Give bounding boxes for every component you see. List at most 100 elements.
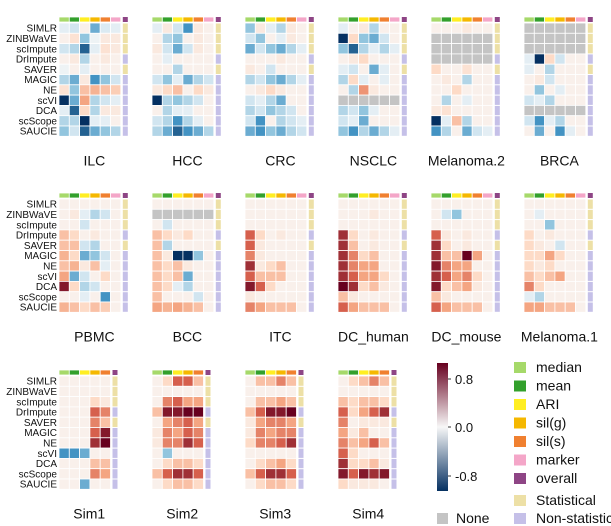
heatmap-cell <box>471 32 483 44</box>
metric-header-mean <box>533 16 545 23</box>
row-label: SAVER <box>24 241 57 252</box>
heatmap-cell <box>275 63 287 75</box>
panel-HCC: HCC <box>151 16 221 168</box>
metric-header-marker <box>482 192 494 199</box>
heatmap-cell <box>58 198 70 210</box>
heatmap-cell <box>564 280 576 293</box>
heatmap-cell <box>575 229 587 241</box>
heatmap-cell <box>440 270 452 282</box>
legend: median mean ARI sil(g) sil(s) marker overall St… <box>514 359 611 526</box>
heatmap-cell <box>151 219 163 231</box>
heatmap-cell <box>161 260 174 272</box>
heatmap-cell <box>533 43 545 55</box>
category-strip-cell <box>112 407 118 417</box>
heatmap-cell <box>182 115 194 127</box>
heatmap-cell <box>244 74 256 86</box>
heatmap-cell <box>79 457 91 470</box>
heatmap-cell <box>533 250 545 262</box>
row-label: NE <box>43 438 57 449</box>
category-strip-cell <box>494 220 500 230</box>
heatmap-cell <box>337 427 349 439</box>
heatmap-cell <box>523 22 535 34</box>
heatmap-cell <box>451 208 463 221</box>
heatmap-cell <box>285 478 297 490</box>
heatmap-cell <box>58 260 70 272</box>
heatmap-cell <box>285 427 297 439</box>
heatmap-cell <box>296 94 308 106</box>
heatmap-cell <box>523 74 535 86</box>
category-strip-cell <box>587 64 593 74</box>
heatmap-cell <box>575 43 587 55</box>
heatmap-cell <box>461 198 473 210</box>
heatmap-cell <box>337 270 349 282</box>
metric-header-sil(s) <box>471 16 483 23</box>
heatmap-cell <box>430 301 442 313</box>
heatmap-cell <box>68 260 81 272</box>
heatmap-cell <box>368 125 380 137</box>
heatmap-cell <box>254 375 267 387</box>
row-label: DCA <box>36 282 57 293</box>
metric-header-ARI <box>79 16 91 23</box>
heatmap-cell <box>172 219 184 231</box>
metric-header-median <box>337 369 349 376</box>
heatmap-cell <box>575 301 587 313</box>
heatmap-cell <box>182 457 194 470</box>
heatmap-cell <box>58 74 70 86</box>
heatmap-cell <box>554 105 566 117</box>
heatmap-cell <box>79 32 91 44</box>
heatmap-cell <box>275 385 287 397</box>
heatmap-cell <box>275 229 287 241</box>
heatmap-cell <box>451 125 463 137</box>
heatmap-cell <box>275 22 287 34</box>
category-strip-cell <box>587 33 593 44</box>
heatmap-cell <box>265 53 277 65</box>
heatmap-cell <box>151 416 163 428</box>
heatmap-cell <box>192 437 204 449</box>
heatmap-cell <box>482 239 494 251</box>
heatmap-cell <box>151 375 163 387</box>
heatmap-cell <box>58 468 70 480</box>
heatmap-cell <box>358 32 370 44</box>
heatmap-cell <box>68 84 81 96</box>
category-strip-cell <box>401 75 407 85</box>
category-strip-cell <box>391 458 397 469</box>
heatmap-cell <box>89 250 101 262</box>
heatmap-cell <box>523 94 535 106</box>
heatmap-cell <box>192 427 204 439</box>
heatmap-cell <box>358 270 370 282</box>
heatmap-cell <box>161 94 174 106</box>
row-label: MAGIC <box>24 428 57 439</box>
heatmap-cell <box>440 74 452 86</box>
heatmap-cell <box>378 74 390 86</box>
heatmap-cell <box>378 396 390 408</box>
heatmap-cell <box>544 301 556 313</box>
heatmap-cell <box>347 375 359 387</box>
heatmap-cell <box>244 94 256 106</box>
heatmap-cell <box>254 385 267 397</box>
heatmap-cell <box>99 437 111 449</box>
category-strip-cell <box>112 479 118 489</box>
panel-title: Melanoma.1 <box>521 328 598 344</box>
metric-header-sil(s) <box>99 192 111 199</box>
panel-title: Sim2 <box>166 505 198 521</box>
panel-DC_human: DC_human <box>337 192 409 344</box>
category-strip-cell <box>298 397 304 407</box>
category-strip-cell <box>122 261 128 271</box>
category-strip-cell <box>401 95 407 105</box>
heatmap-cell <box>110 208 122 221</box>
heatmap-cell <box>482 270 494 282</box>
heatmap-cell <box>296 229 308 241</box>
heatmap-cell <box>161 105 174 117</box>
heatmap-cell <box>285 239 297 251</box>
metric-header-mean <box>347 16 359 23</box>
heatmap-cell <box>151 53 163 65</box>
heatmap-cell <box>151 22 163 34</box>
heatmap-cell <box>544 32 556 44</box>
heatmap-cell <box>368 270 380 282</box>
heatmap-cell <box>68 457 81 470</box>
category-strip-cell <box>308 271 314 281</box>
category-strip-cell <box>401 33 407 44</box>
heatmap-cell <box>244 427 256 439</box>
heatmap-cell <box>378 291 390 303</box>
metric-header-ARI <box>265 16 277 23</box>
